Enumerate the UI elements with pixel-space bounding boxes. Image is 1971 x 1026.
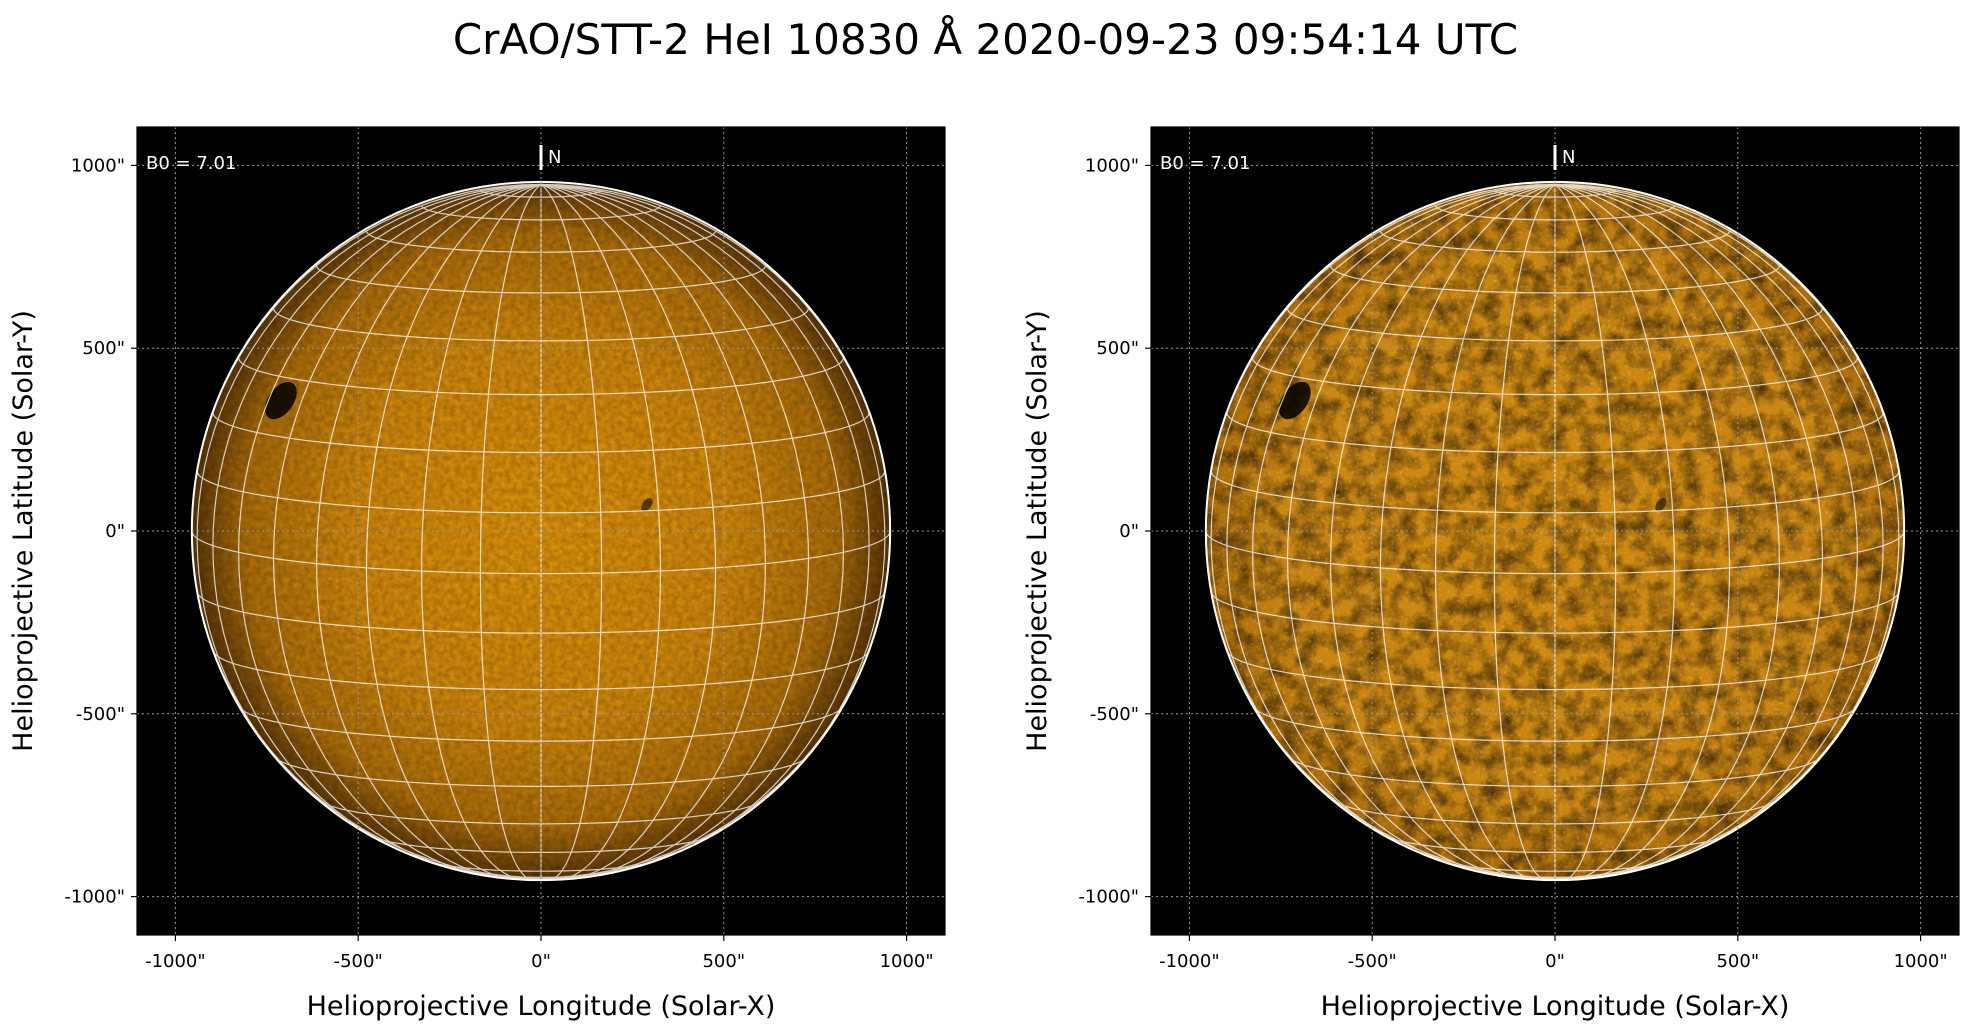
x-tick-label: 1000" xyxy=(880,951,934,972)
parallel-line xyxy=(421,205,661,221)
filament-center-east xyxy=(1655,497,1667,512)
x-tick-label: 0" xyxy=(531,951,551,972)
solar-limb xyxy=(190,180,892,882)
parallel-line xyxy=(1286,753,1824,787)
x-tick-label: -1000" xyxy=(145,951,206,972)
parallel-line xyxy=(1252,704,1858,742)
solar-limb xyxy=(1204,180,1906,882)
panel-right: -1000" 1000" -500" 500" 0" 0" 500" -500" 1000" -1… xyxy=(1022,126,1960,1022)
filament-center-east xyxy=(641,497,653,512)
x-tick-label: 1000" xyxy=(1894,951,1948,972)
y-tick-label: 1000" xyxy=(1085,155,1139,176)
y-tick-label: 0" xyxy=(1119,521,1139,542)
parallel-line xyxy=(1252,357,1858,396)
b0-label: B0 = 7.01 xyxy=(1160,153,1250,174)
x-tick-label: 500" xyxy=(702,951,745,972)
y-axis-title: Helioprojective Latitude (Solar-Y) xyxy=(1022,310,1053,752)
x-tick-label: 0" xyxy=(1545,951,1565,972)
x-axis-title: Helioprojective Longitude (Solar-X) xyxy=(307,991,776,1022)
x-tick-label: -1000" xyxy=(1159,951,1220,972)
x-tick-label: -500" xyxy=(334,951,383,972)
north-label: N xyxy=(1562,147,1575,168)
y-tick-label: -1000" xyxy=(1078,887,1139,908)
parallel-line xyxy=(238,704,844,742)
north-label: N xyxy=(548,147,561,168)
x-tick-label: -500" xyxy=(1348,951,1397,972)
parallel-line xyxy=(238,357,844,396)
parallel-line xyxy=(212,649,870,691)
y-axis-title: Helioprojective Latitude (Solar-Y) xyxy=(8,310,39,752)
parallel-line xyxy=(1286,308,1824,342)
y-tick-label: 0" xyxy=(105,521,125,542)
figure-title: CrAO/STT-2 HeI 10830 Å 2020-09-23 09:54:… xyxy=(452,15,1519,64)
parallel-line xyxy=(1435,205,1675,221)
y-tick-label: -500" xyxy=(1090,704,1139,725)
parallel-line xyxy=(272,753,810,787)
x-tick-label: 500" xyxy=(1716,951,1759,972)
panel-left: -1000" 1000" -500" 500" 0" 0" 500" -500" 1000" -1… xyxy=(8,126,946,1022)
y-tick-label: -500" xyxy=(76,704,125,725)
y-tick-label: 1000" xyxy=(71,155,125,176)
y-tick-label: 500" xyxy=(82,338,125,359)
y-tick-label: 500" xyxy=(1096,338,1139,359)
parallel-line xyxy=(272,308,810,342)
parallel-line xyxy=(1226,649,1884,691)
x-axis-title: Helioprojective Longitude (Solar-X) xyxy=(1321,991,1790,1022)
y-tick-label: -1000" xyxy=(64,887,125,908)
b0-label: B0 = 7.01 xyxy=(146,153,236,174)
